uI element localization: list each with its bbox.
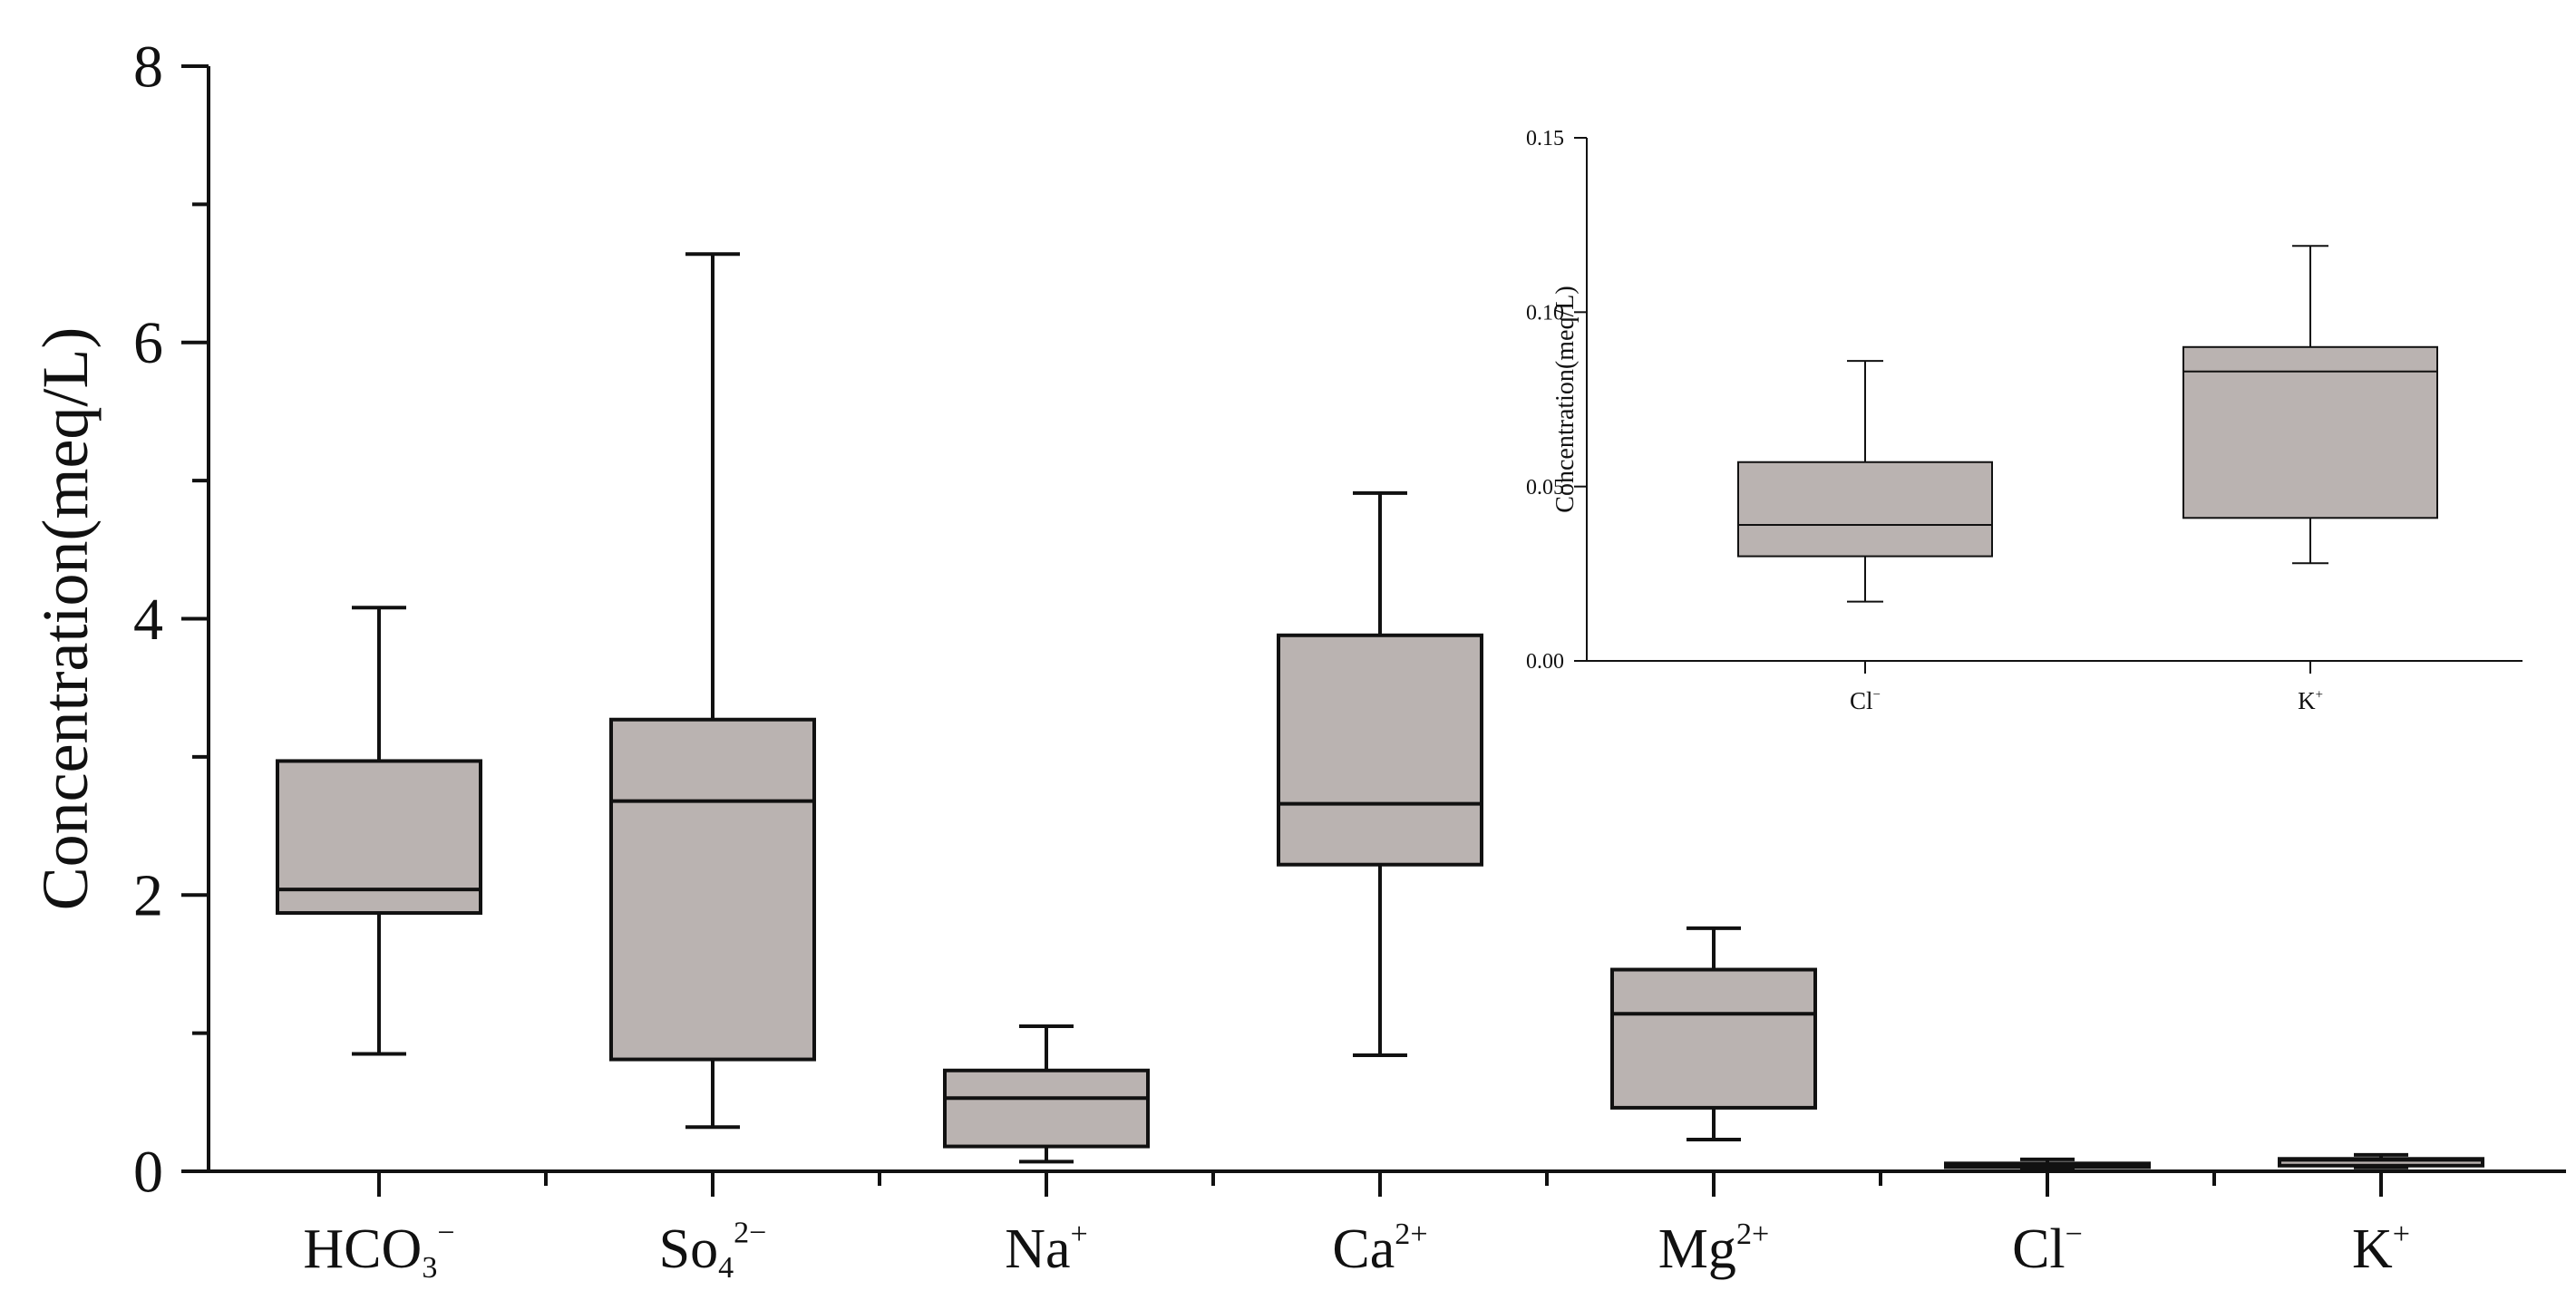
ion-charge: 2+ xyxy=(1736,1218,1769,1251)
ion-charge: + xyxy=(2393,1218,2410,1251)
x-tick-label: So42− xyxy=(659,1217,767,1285)
x-tick-label: K+ xyxy=(2352,1218,2410,1280)
x-tick-label: Na+ xyxy=(1005,1218,1088,1280)
box-hco: HCO3− xyxy=(276,606,482,1285)
ion-charge: − xyxy=(2066,1218,2083,1251)
ion-charge: + xyxy=(2316,688,2323,703)
x-tick-label: Cl− xyxy=(2012,1218,2083,1280)
y-tick-label: 0.15 xyxy=(1526,127,1564,150)
x-tick-label: Cl− xyxy=(1850,687,1881,714)
y-tick-label: 0.10 xyxy=(1526,301,1564,325)
ion-symbol: Mg xyxy=(1658,1218,1736,1280)
iqr-box xyxy=(609,717,816,1062)
x-tick-label: Mg2+ xyxy=(1658,1218,1769,1280)
box-k: K+ xyxy=(2182,245,2438,714)
box-ca: Ca2+ xyxy=(1277,490,1483,1280)
y-tick-label: 0 xyxy=(133,1139,163,1205)
ion-symbol: Cl xyxy=(1850,687,1873,714)
box-na: Na+ xyxy=(943,1024,1150,1280)
ion-charge: − xyxy=(1873,688,1881,703)
iqr-box xyxy=(2182,345,2438,519)
ion-symbol: K xyxy=(2352,1218,2393,1280)
x-tick-label: K+ xyxy=(2298,687,2323,714)
x-tick-label: HCO3− xyxy=(303,1217,454,1285)
ion-charge: 2− xyxy=(734,1217,766,1250)
iqr-box xyxy=(1277,633,1483,867)
y-tick-label: 4 xyxy=(133,587,163,653)
box-k: K+ xyxy=(2278,1152,2484,1280)
iqr-box xyxy=(1737,461,1993,558)
y-axis-title: Concentration(meq/L) xyxy=(29,327,102,911)
ion-charge: + xyxy=(1071,1218,1088,1251)
iqr-box xyxy=(1610,967,1817,1110)
box-cl: Cl− xyxy=(1944,1157,2151,1280)
y-tick-label: 6 xyxy=(133,310,163,376)
y-tick-label: 0.05 xyxy=(1526,476,1564,500)
box-so: So42− xyxy=(609,252,816,1285)
ion-charge: − xyxy=(437,1217,454,1250)
ion-subscript: 3 xyxy=(422,1251,437,1285)
ion-charge: 2+ xyxy=(1395,1218,1427,1251)
ion-symbol: HCO xyxy=(303,1218,422,1280)
y-tick-label: 8 xyxy=(133,34,163,100)
iqr-box xyxy=(943,1068,1150,1149)
ion-symbol: Cl xyxy=(2012,1218,2066,1280)
y-tick-label: 0.00 xyxy=(1526,650,1564,674)
ion-symbol: K xyxy=(2298,687,2316,714)
y-axis-title: Concentration(meq/L) xyxy=(1551,286,1580,512)
x-tick-label: Ca2+ xyxy=(1332,1218,1427,1280)
y-tick-label: 2 xyxy=(133,863,163,929)
inset-plot: 0.00 0.05 0.10 0.15 Concentration(meq/L) Cl− K… xyxy=(1526,127,2523,714)
ion-subscript: 4 xyxy=(718,1251,734,1285)
ion-symbol: Na xyxy=(1005,1218,1070,1280)
ion-symbol: Ca xyxy=(1332,1218,1395,1280)
box-mg: Mg2+ xyxy=(1610,926,1817,1280)
ion-symbol: So xyxy=(659,1218,718,1280)
iqr-box xyxy=(276,759,482,916)
box-cl: Cl− xyxy=(1737,360,1993,714)
